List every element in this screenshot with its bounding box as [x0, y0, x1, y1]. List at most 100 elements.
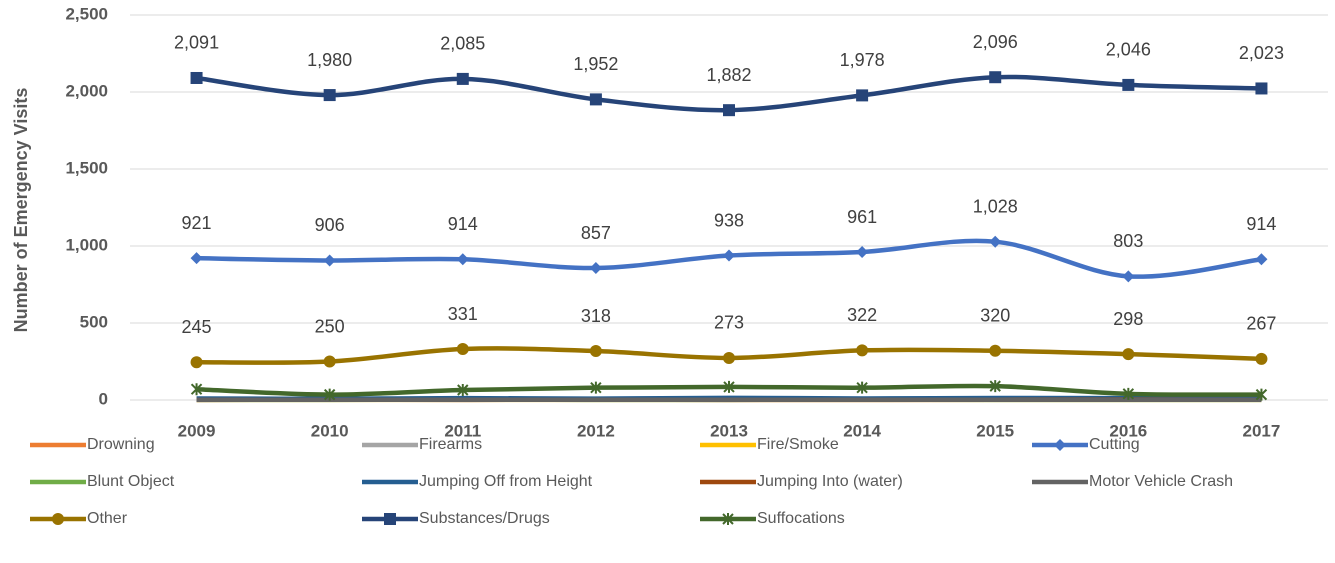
x-tick-label: 2013 [710, 421, 748, 440]
data-label: 938 [714, 210, 744, 230]
data-label: 1,952 [573, 54, 618, 74]
point-marker [856, 89, 869, 102]
legend-item: Suffocations [700, 510, 845, 527]
legend-item: Blunt Object [30, 473, 175, 490]
point-marker [1122, 78, 1135, 91]
y-tick-label: 1,000 [65, 235, 108, 254]
legend-item: Cutting [1032, 436, 1140, 453]
legend-item: Jumping Into (water) [700, 473, 903, 490]
data-label: 914 [448, 214, 478, 234]
point-marker [1122, 348, 1135, 361]
data-label: 1,028 [973, 196, 1018, 216]
point-marker [589, 93, 602, 106]
point-marker [456, 343, 469, 356]
data-label: 803 [1113, 231, 1143, 251]
point-marker [856, 246, 869, 259]
data-label: 2,085 [440, 34, 485, 54]
legend-item: Motor Vehicle Crash [1032, 473, 1233, 490]
point-marker [323, 254, 336, 267]
legend-item: Jumping Off from Height [362, 473, 593, 490]
data-label: 961 [847, 207, 877, 227]
point-marker [989, 344, 1002, 357]
point-marker [989, 71, 1002, 84]
data-label: 298 [1113, 309, 1143, 329]
x-tick-label: 2009 [178, 421, 216, 440]
point-marker [323, 355, 336, 368]
y-tick-label: 0 [99, 389, 108, 408]
point-marker [190, 356, 203, 369]
legend-label: Jumping Off from Height [419, 473, 593, 490]
data-label: 245 [182, 317, 212, 337]
point-marker [323, 89, 336, 102]
legend-label: Jumping Into (water) [757, 473, 903, 490]
x-tick-label: 2015 [976, 421, 1014, 440]
x-tick-label: 2016 [1109, 421, 1147, 440]
point-marker [190, 71, 203, 84]
legend-item: Drowning [30, 436, 155, 453]
data-label: 2,096 [973, 32, 1018, 52]
point-marker [457, 383, 469, 396]
point-marker [723, 351, 735, 364]
legend-label: Cutting [1089, 436, 1140, 453]
point-marker [723, 249, 735, 262]
point-marker [1122, 270, 1135, 283]
legend-label: Blunt Object [87, 473, 175, 490]
legend-label: Drowning [87, 436, 155, 453]
data-label: 914 [1246, 214, 1276, 234]
legend-marker [1054, 439, 1066, 451]
legend-label: Substances/Drugs [419, 510, 550, 527]
x-tick-label: 2012 [577, 421, 615, 440]
data-label: 2,091 [174, 33, 219, 53]
point-marker [1255, 253, 1268, 266]
data-label: 273 [714, 313, 744, 333]
point-marker [456, 253, 469, 266]
point-marker [589, 345, 602, 358]
legend-marker [384, 513, 396, 525]
point-marker [190, 383, 203, 396]
data-label: 320 [980, 305, 1010, 325]
data-label: 318 [581, 306, 611, 326]
y-axis-label: Number of Emergency Visits [11, 88, 31, 333]
data-label: 857 [581, 223, 611, 243]
y-tick-label: 2,000 [65, 81, 108, 100]
point-marker [589, 262, 602, 275]
y-tick-label: 2,500 [65, 4, 108, 23]
legend-label: Suffocations [757, 510, 845, 527]
data-label: 250 [315, 316, 345, 336]
point-marker [856, 344, 869, 357]
data-label: 921 [182, 213, 212, 233]
data-label: 331 [448, 304, 478, 324]
point-marker [323, 388, 336, 401]
data-label: 322 [847, 305, 877, 325]
point-marker [723, 104, 735, 117]
legend-item: Other [30, 510, 128, 527]
point-marker [1255, 388, 1268, 401]
point-marker [856, 381, 868, 394]
point-marker [1255, 82, 1268, 95]
legend-item: Fire/Smoke [700, 436, 839, 453]
legend-item: Firearms [362, 436, 482, 453]
legend-marker [722, 513, 734, 525]
x-tick-label: 2017 [1243, 421, 1281, 440]
point-marker [590, 381, 602, 394]
data-label: 1,980 [307, 50, 352, 70]
legend-item: Substances/Drugs [362, 510, 550, 527]
legend-marker [52, 513, 64, 525]
y-tick-label: 1,500 [65, 158, 108, 177]
legend-label: Motor Vehicle Crash [1089, 473, 1233, 490]
point-marker [723, 380, 735, 393]
point-marker [1122, 387, 1135, 400]
data-label: 906 [315, 215, 345, 235]
data-label: 1,978 [840, 50, 885, 70]
point-marker [1255, 352, 1268, 365]
x-tick-label: 2010 [311, 421, 349, 440]
data-label: 2,023 [1239, 43, 1284, 63]
data-label: 2,046 [1106, 40, 1151, 60]
legend-label: Other [87, 510, 128, 527]
data-label: 1,882 [706, 65, 751, 85]
x-tick-label: 2014 [843, 421, 881, 440]
point-marker [456, 72, 469, 85]
legend-label: Fire/Smoke [757, 436, 839, 453]
point-marker [190, 252, 203, 265]
